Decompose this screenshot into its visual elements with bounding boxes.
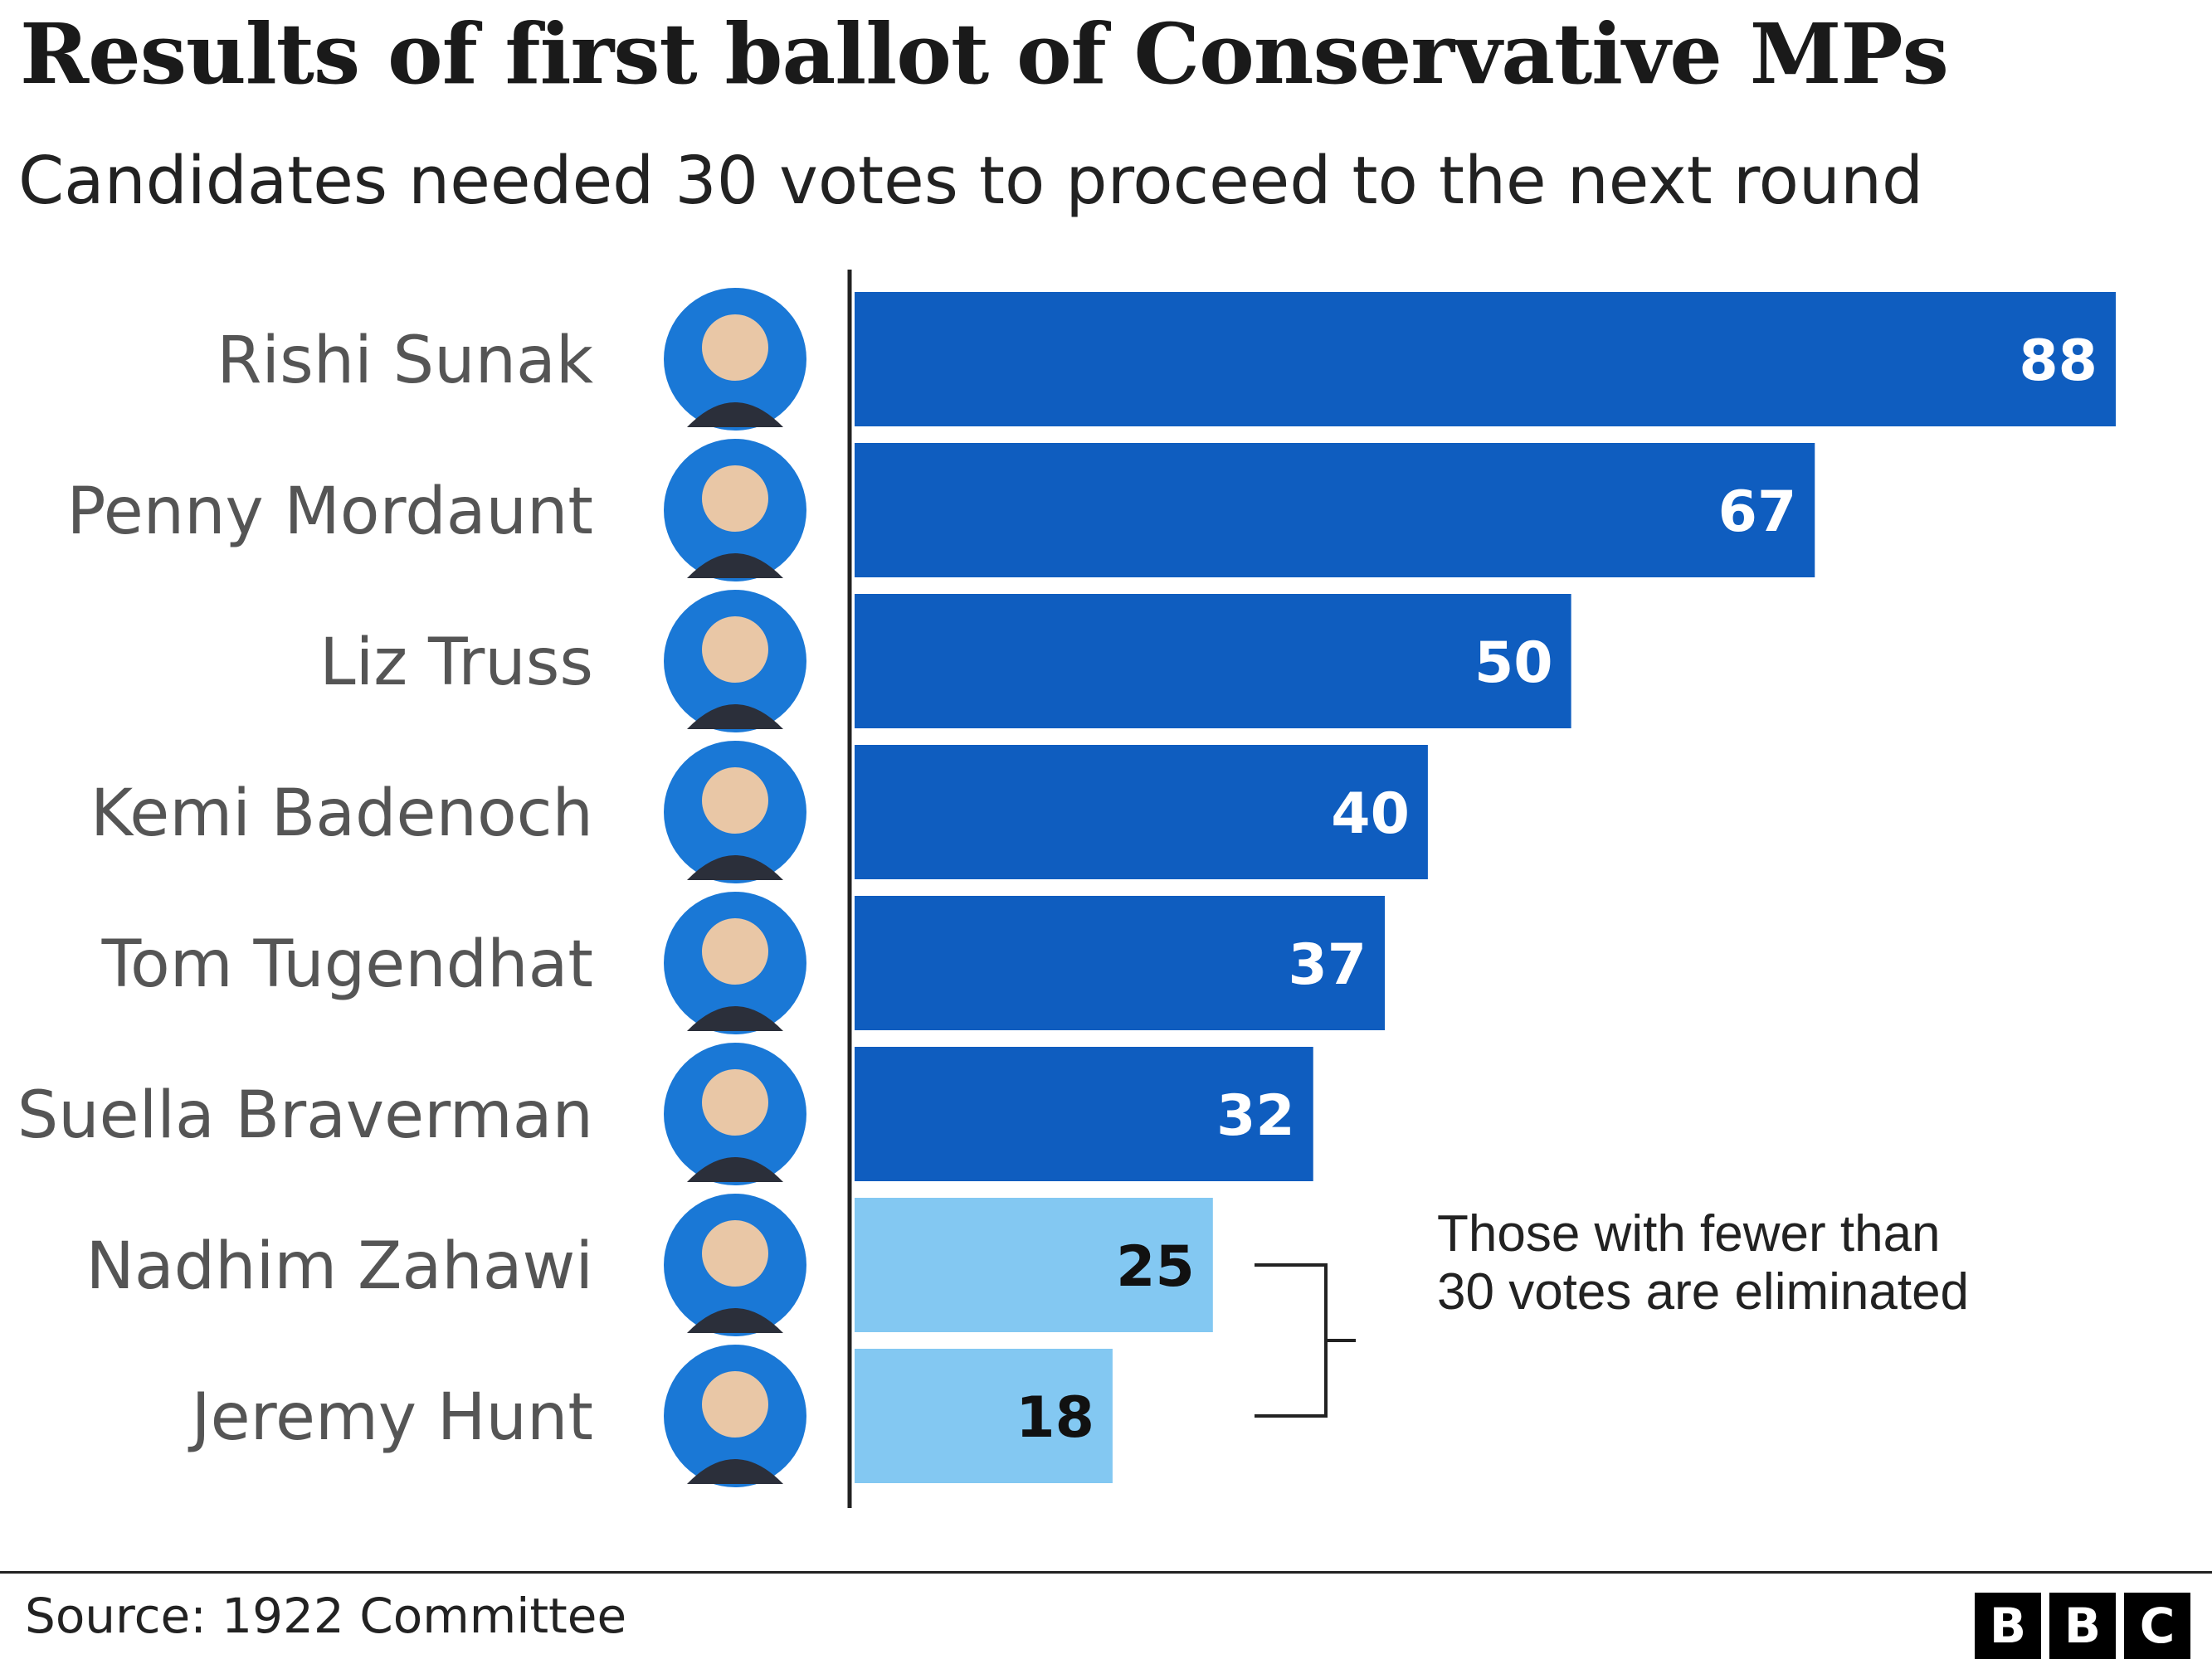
avatar-face [702, 1069, 768, 1136]
category-label: Rishi Sunak [217, 324, 593, 398]
avatar-face [702, 616, 768, 683]
category-label: Kemi Badenoch [90, 776, 593, 851]
bar-chart: Rishi Sunak 88 Penny Mordaunt 67 Liz Truss 50… [17, 270, 2116, 1508]
avatar-face [702, 314, 768, 381]
elimination-annotation: Those with fewer than 30 votes are elimin… [1437, 1205, 1969, 1321]
footer-divider [0, 1571, 2212, 1574]
category-label: Penny Mordaunt [66, 474, 593, 549]
avatar-shoulders [687, 1006, 783, 1031]
avatar-face [702, 465, 768, 532]
avatar-face [702, 767, 768, 834]
avatar-shoulders [687, 704, 783, 729]
data-label: 18 [1016, 1385, 1094, 1451]
avatar-shoulders [687, 402, 783, 427]
annotation-line: 30 votes are eliminated [1437, 1263, 1969, 1321]
category-label: Tom Tugendhat [101, 927, 593, 1002]
bar [855, 1047, 1313, 1181]
elimination-bracket [1255, 1263, 1356, 1418]
avatar-shoulders [687, 1157, 783, 1182]
bar [855, 1349, 1113, 1483]
bar [855, 896, 1386, 1030]
bar [855, 745, 1428, 879]
avatar-shoulders [687, 1459, 783, 1484]
avatar-shoulders [687, 553, 783, 578]
bar [855, 1198, 1213, 1332]
annotation-line: Those with fewer than [1437, 1205, 1941, 1262]
category-label: Liz Truss [319, 625, 593, 700]
category-label: Nadhim Zahawi [86, 1229, 593, 1304]
avatar-face [702, 1220, 768, 1287]
data-label: 50 [1474, 630, 1553, 696]
data-label: 37 [1288, 932, 1367, 998]
bbc-logo-letter-c: C [2124, 1593, 2190, 1659]
source-note: Source: 1922 Committee [25, 1588, 627, 1644]
bbc-logo-letter-b2: B [2049, 1593, 2116, 1659]
bbc-logo: B B C [1975, 1593, 2190, 1659]
avatar-shoulders [687, 855, 783, 880]
avatar-face [702, 1371, 768, 1438]
data-label: 88 [2019, 328, 2098, 394]
bbc-logo-letter-b1: B [1975, 1593, 2041, 1659]
data-label: 40 [1331, 781, 1410, 847]
bar [855, 292, 2116, 426]
bar [855, 443, 1815, 577]
category-label: Jeremy Hunt [188, 1380, 593, 1455]
chart-title: Results of first ballot of Conservative … [20, 5, 1949, 103]
data-label: 32 [1216, 1083, 1295, 1149]
chart-subtitle: Candidates needed 30 votes to proceed to… [18, 143, 1924, 219]
data-label: 67 [1718, 479, 1797, 545]
bar [855, 594, 1571, 728]
avatar-face [702, 918, 768, 985]
avatar-shoulders [687, 1308, 783, 1333]
data-label: 25 [1116, 1234, 1195, 1300]
category-label: Suella Braverman [17, 1078, 593, 1153]
